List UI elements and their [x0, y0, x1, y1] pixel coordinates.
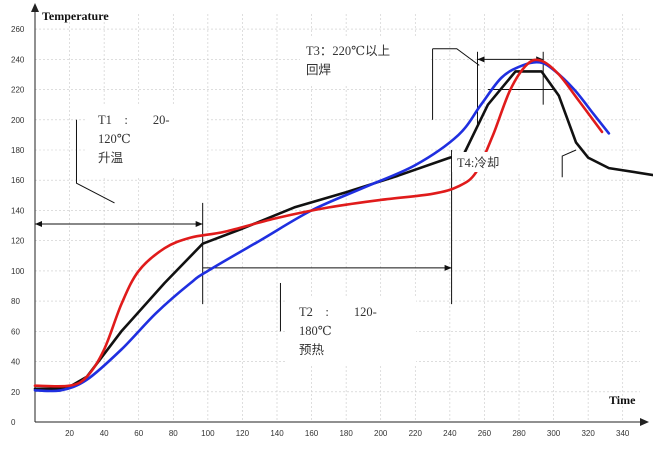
annotation-t1-line-1: T1 : 20-: [98, 113, 170, 127]
y-axis-title: Temperature: [42, 9, 109, 23]
annotation-t2-line-3: 预热: [299, 343, 325, 357]
annotation-t3: T3：220℃以上 回焊: [300, 38, 430, 84]
x-tick-label: 340: [616, 429, 630, 438]
annotation-t1-arrow-right: [195, 221, 203, 228]
x-tick-label: 280: [512, 429, 526, 438]
x-tick-label: 320: [581, 429, 595, 438]
x-tick-label: 200: [374, 429, 388, 438]
y-tick-label: 60: [11, 327, 20, 336]
annotation-t2-line-1: T2 : 120-: [299, 305, 377, 319]
x-tick-label: 240: [443, 429, 457, 438]
y-tick-label: 80: [11, 297, 20, 306]
series-line-1: [33, 70, 653, 391]
x-tick-label: 40: [100, 429, 109, 438]
y-tick-label: 20: [11, 388, 20, 397]
annotation-t2-arrow-right: [444, 264, 452, 271]
y-tick-label: 220: [11, 86, 25, 95]
x-axis-arrow: [640, 418, 649, 426]
x-tick-label: 180: [339, 429, 353, 438]
annotation-t3-leader: [432, 48, 480, 66]
annotation-t4-line-1: T4:冷却: [457, 156, 499, 170]
x-tick-label: 60: [134, 429, 143, 438]
grid-layer: [35, 14, 640, 422]
y-tick-label: 140: [11, 206, 25, 215]
y-tick-label: 120: [11, 237, 25, 246]
series-layer: [33, 58, 653, 393]
x-tick-label: 80: [169, 429, 178, 438]
annotation-t1-line-2: 120℃: [98, 132, 131, 146]
annotation-brackets: [35, 48, 577, 332]
y-tick-label: 180: [11, 146, 25, 155]
x-tick-label: 140: [270, 429, 284, 438]
annotation-t3-box: [300, 38, 430, 84]
x-tick-label: 220: [409, 429, 423, 438]
annotation-t3-line-1: T3：220℃以上: [306, 44, 390, 58]
y-tick-label: 0: [11, 418, 16, 427]
y-axis-arrow: [31, 3, 39, 12]
y-tick-label: 160: [11, 176, 25, 185]
annotation-t4-box: [452, 152, 524, 172]
series-line-3: [33, 58, 604, 388]
y-tick-label: 200: [11, 116, 25, 125]
annotation-t3-line-2: 回焊: [306, 62, 331, 77]
annotation-t2: T2 : 120- 180℃ 预热: [286, 296, 416, 364]
annotation-t1-leader: [75, 119, 115, 204]
annotation-t3-arrow-left: [477, 56, 485, 63]
tick-labels: 20 40 60 80 100 120 140 160 180 200 220 240 260 280 30…: [11, 25, 630, 438]
x-tick-label: 100: [201, 429, 215, 438]
x-tick-label: 160: [305, 429, 319, 438]
axis-layer: [31, 3, 649, 426]
x-tick-label: 260: [478, 429, 492, 438]
x-tick-label: 20: [65, 429, 74, 438]
annotation-t4: T4:冷却: [452, 152, 524, 172]
annotation-t1-arrow-left: [35, 221, 42, 228]
annotation-t1: T1 : 20- 120℃ 升温: [86, 104, 206, 176]
annotation-t2-box: [286, 296, 416, 364]
annotation-t1-box: [86, 104, 206, 176]
x-tick-label: 120: [236, 429, 250, 438]
annotation-t1-line-3: 升温: [98, 151, 124, 165]
x-axis-title: Time: [609, 393, 636, 407]
y-tick-label: 40: [11, 358, 20, 367]
y-tick-label: 260: [11, 25, 25, 34]
annotation-t4-leader: [561, 149, 577, 178]
x-tick-label: 300: [547, 429, 561, 438]
y-tick-label: 240: [11, 55, 25, 64]
y-tick-label: 100: [11, 267, 25, 276]
annotation-t2-line-2: 180℃: [299, 324, 332, 338]
